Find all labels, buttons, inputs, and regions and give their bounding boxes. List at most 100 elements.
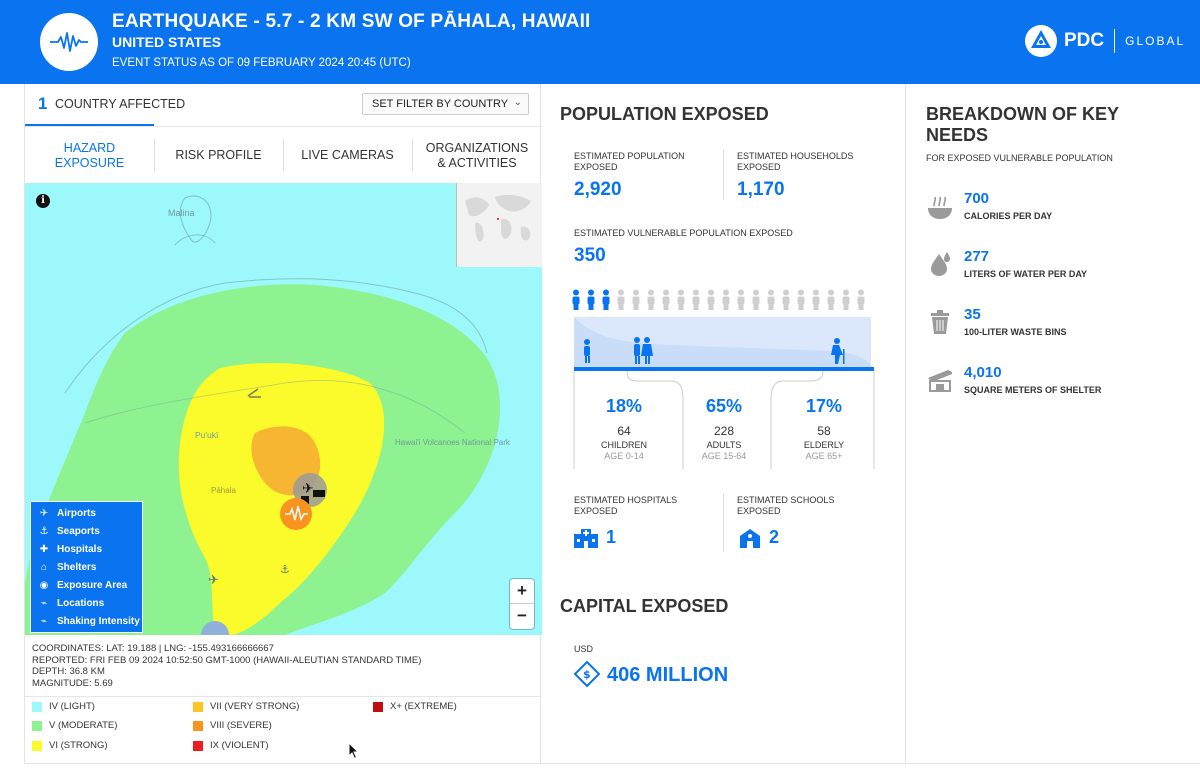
tab-divider <box>283 139 284 171</box>
schools-value: 2 <box>769 527 780 547</box>
people-icon-row <box>572 289 865 310</box>
est-population-value: 2,920 <box>574 179 622 200</box>
intensity-vi-item: VI (STRONG) <box>32 740 108 751</box>
swatch-vii <box>193 701 203 712</box>
intensity-label: VII (VERY STRONG) <box>210 701 300 712</box>
coastline <box>64 234 488 394</box>
adults-icon <box>634 337 653 364</box>
tab-organizations-activities[interactable]: ORGANIZATIONS & ACTIVITIES <box>425 140 529 170</box>
overview-minimap[interactable] <box>456 183 542 267</box>
person-icon <box>812 289 820 310</box>
svg-text:✈: ✈ <box>302 481 314 497</box>
elderly-icon <box>831 338 845 364</box>
small-island <box>179 195 212 243</box>
intensity-label: IX (VIOLENT) <box>210 740 269 751</box>
legend-airports[interactable]: ✈ Airports <box>37 504 96 522</box>
event-status: EVENT STATUS AS OF 09 FEBRUARY 2024 20:4… <box>112 57 411 69</box>
person-icon <box>602 289 610 310</box>
children-label: CHILDREN <box>600 440 647 450</box>
calories-label: CALORIES PER DAY <box>964 211 1053 221</box>
country-filter-select[interactable]: SET FILTER BY COUNTRY ⌄ <box>362 93 529 115</box>
info-icon[interactable]: i <box>36 194 50 208</box>
shelter-marker[interactable] <box>247 388 261 398</box>
person-icon <box>632 289 640 310</box>
swatch-v <box>32 720 42 731</box>
legend-shaking-intensity[interactable]: ⌁ Shaking Intensity <box>37 612 140 630</box>
intensity-legend: IV (LIGHT) V (MODERATE) VI (STRONG) VII … <box>25 696 542 764</box>
water-value: 277 <box>964 248 990 265</box>
tab-live-cameras[interactable]: LIVE CAMERAS <box>301 148 394 162</box>
stat-divider <box>723 494 724 552</box>
zoom-control: + − <box>510 579 534 629</box>
elderly-percent: 17% <box>805 396 843 416</box>
est-households-value: 1,170 <box>737 179 785 200</box>
location-marker-partial <box>201 621 229 635</box>
airport-marker-cluster[interactable]: ✈ <box>293 473 327 507</box>
filter-label: SET FILTER BY COUNTRY <box>372 98 509 110</box>
legend-seaports[interactable]: ⚓ Seaports <box>37 522 100 540</box>
country-affected-label[interactable]: COUNTRY AFFECTED <box>55 97 186 111</box>
country-tab-indicator <box>25 124 154 126</box>
money-tag-icon: $ <box>573 660 601 688</box>
swatch-viii <box>193 720 203 731</box>
adults-age: AGE 15-64 <box>701 451 747 461</box>
children-count: 64 <box>617 424 631 438</box>
person-icon <box>767 289 775 310</box>
person-icon <box>647 289 655 310</box>
intensity-label: X+ (EXTREME) <box>390 701 457 712</box>
zoom-in-button[interactable]: + <box>510 579 534 604</box>
needs-subtitle: FOR EXPOSED VULNERABLE POPULATION <box>926 153 1113 163</box>
swatch-ix <box>193 740 203 751</box>
shelter-label: SQUARE METERS OF SHELTER <box>964 385 1102 395</box>
legend-hospitals[interactable]: ✚ Hospitals <box>37 540 102 558</box>
airport-icon: ✈ <box>39 507 49 519</box>
pdc-global-logo[interactable]: PDC GLOBAL <box>1024 24 1185 58</box>
adults-label: ADULTS <box>706 440 742 450</box>
legend-shelters[interactable]: ⌂ Shelters <box>37 558 97 576</box>
tab-hazard-exposure[interactable]: HAZARD EXPOSURE <box>54 140 125 170</box>
pdc-logo-icon <box>1025 25 1057 57</box>
intensity-viii-item: VIII (SEVERE) <box>193 720 272 731</box>
swatch-iv <box>32 701 42 712</box>
legend-locations[interactable]: ⌁ Locations <box>37 594 104 612</box>
elderly-label: ELDERLY <box>803 440 845 450</box>
map-place-label: Pu'ukī <box>195 430 219 440</box>
location-icon: ⌁ <box>40 597 48 609</box>
map-place-label: Hawai'i Volcanoes National Park <box>395 438 511 447</box>
vulnerable-people-graphic <box>572 289 875 469</box>
legend-label: Airports <box>57 507 96 519</box>
hazard-panel: 1 COUNTRY AFFECTED SET FILTER BY COUNTRY… <box>24 84 542 764</box>
chevron-down-icon: ⌄ <box>513 97 522 108</box>
person-icon <box>587 289 595 310</box>
country-count: 1 <box>38 94 48 113</box>
age-axis-bar <box>574 367 874 371</box>
shakemap[interactable]: Malina Pu'ukī Hawai'i Volcanoes National… <box>25 183 542 635</box>
magnitude-text: MAGNITUDE: 5.69 <box>32 677 113 689</box>
capital-value: 406 MILLION <box>607 664 729 686</box>
waste-bins-value: 35 <box>964 306 981 323</box>
tab-divider <box>412 139 413 171</box>
legend-label: Shelters <box>57 561 97 573</box>
intensity-map-svg[interactable]: Malina Pu'ukī Hawai'i Volcanoes National… <box>25 183 542 635</box>
event-details: COORDINATES: LAT: 19.188 | LNG: -155.493… <box>32 643 421 689</box>
map-place-label: Pāhala <box>211 486 236 495</box>
legend-label: Seaports <box>57 525 100 537</box>
epicenter-marker[interactable] <box>280 498 312 530</box>
zoom-out-button[interactable]: − <box>517 606 527 625</box>
shelter-icon: ⌂ <box>40 561 48 573</box>
tab-risk-profile[interactable]: RISK PROFILE <box>175 148 262 162</box>
logo-text: PDC <box>1064 30 1105 51</box>
legend-exposure-area[interactable]: ◉ Exposure Area <box>37 576 128 594</box>
shelter-icon <box>928 370 952 392</box>
world-map-icon <box>457 183 542 267</box>
swatch-vi <box>32 740 42 751</box>
person-icon <box>677 289 685 310</box>
intensity-iv-item: IV (LIGHT) <box>32 701 95 712</box>
capital-title: CAPITAL EXPOSED <box>560 596 729 616</box>
person-icon <box>827 289 835 310</box>
event-title: EARTHQUAKE - 5.7 - 2 KM SW OF PĀHALA, HA… <box>112 11 591 32</box>
hospitals-label: ESTIMATED HOSPITALS EXPOSED <box>574 495 678 516</box>
calories-value: 700 <box>964 190 990 207</box>
hospital-icon: ✚ <box>39 543 49 555</box>
person-icon <box>572 289 580 310</box>
